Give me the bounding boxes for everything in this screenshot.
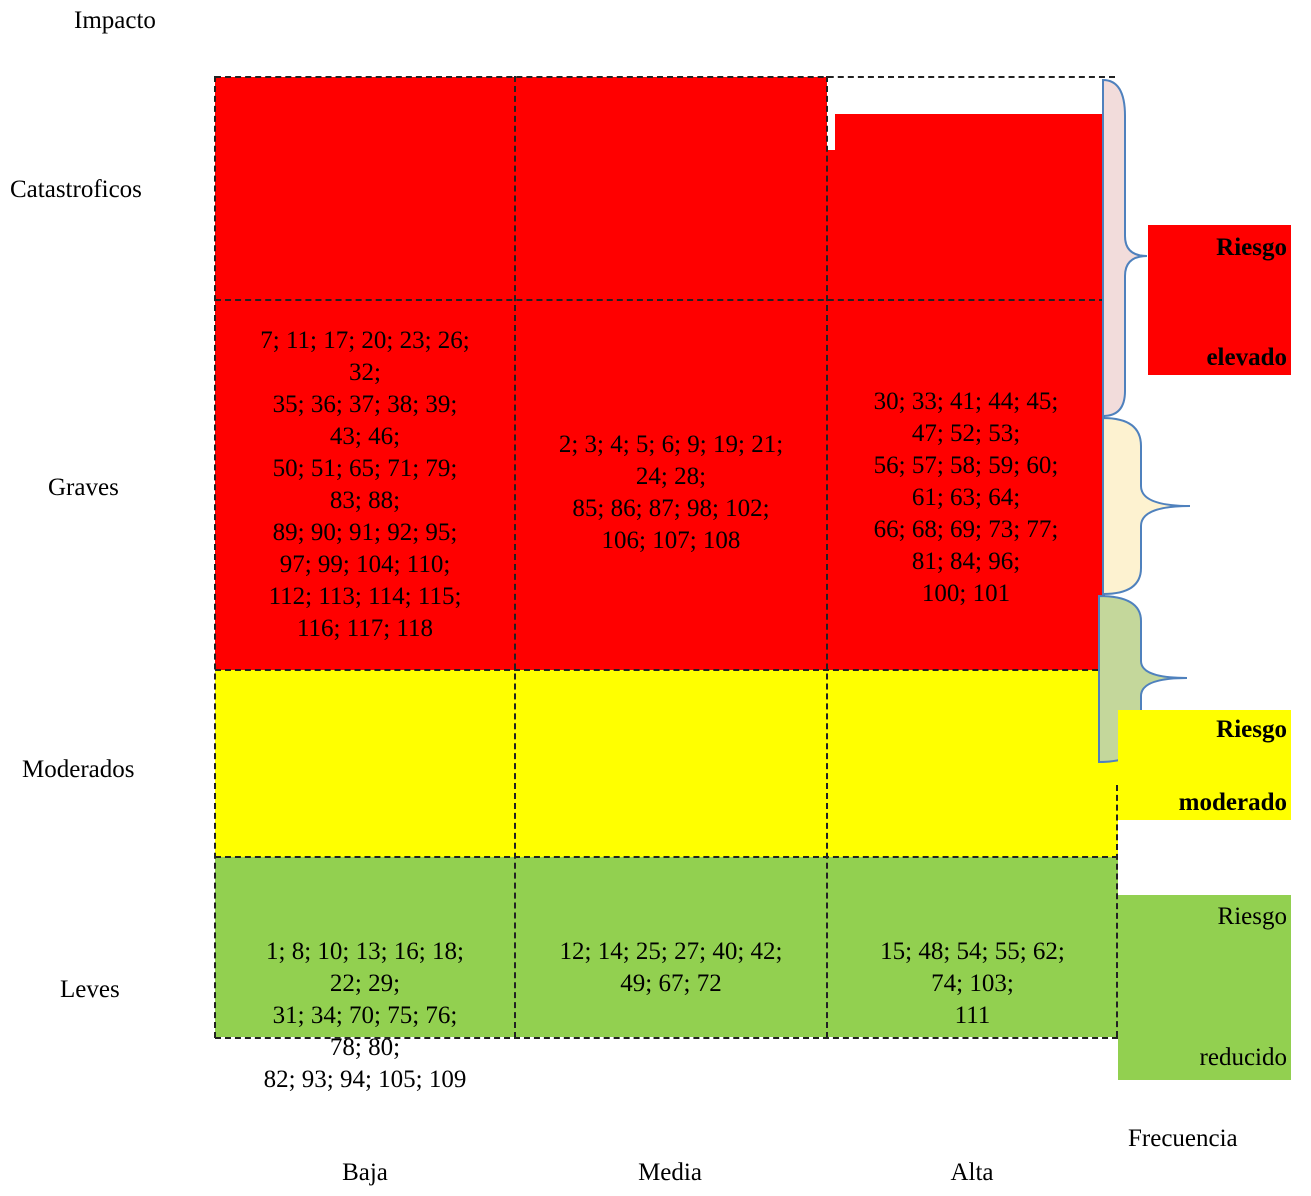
x-axis-title: Frecuencia [1128, 1124, 1238, 1154]
grid-line-1 [215, 299, 1105, 301]
grid-left-line [214, 76, 216, 1038]
grid-line-2 [215, 669, 1118, 671]
cell-leves-alta: 15; 48; 54; 55; 62; 74; 103; 111 [827, 859, 1118, 1039]
brace-shapes [1095, 76, 1205, 766]
cell-catastroficos-media [515, 77, 827, 300]
legend-reducido-line1: Riesgo [1218, 902, 1287, 932]
grid-line-3 [215, 856, 1118, 858]
legend-moderado-line2: moderado [1179, 788, 1287, 818]
cell-leves-media: 12; 14; 25; 27; 40; 42; 49; 67; 72 [515, 859, 827, 1039]
y-axis-title: Impacto [74, 6, 156, 36]
legend-reducido-line2: reducido [1200, 1043, 1287, 1073]
col-label-media: Media [570, 1158, 770, 1188]
cell-graves-baja: 7; 11; 17; 20; 23; 26; 32; 35; 36; 37; 3… [215, 302, 515, 668]
cell-catastroficos-baja [215, 77, 515, 300]
col-label-alta: Alta [872, 1158, 1072, 1188]
row-label-leves: Leves [60, 975, 120, 1005]
cell-leves-baja: 1; 8; 10; 13; 16; 18; 22; 29; 31; 34; 70… [215, 859, 515, 1119]
row-label-moderados: Moderados [22, 755, 134, 785]
cell-catastroficos-alta [827, 150, 835, 300]
col-label-baja: Baja [265, 1158, 465, 1188]
cell-moderados-bg [215, 670, 1118, 857]
legend-elevado-line1: Riesgo [1216, 233, 1287, 263]
legend-elevado-line2: elevado [1206, 343, 1287, 373]
legend-moderado-line1: Riesgo [1216, 715, 1287, 745]
cell-graves-alta: 30; 33; 41; 44; 45; 47; 52; 53; 56; 57; … [827, 302, 1105, 668]
row-label-catastroficos: Catastroficos [10, 175, 142, 205]
cell-catastroficos-alta-main [835, 114, 1105, 300]
grid-bottom-line [215, 1037, 1118, 1039]
grid-top-line [215, 76, 1115, 78]
row-label-graves: Graves [48, 473, 119, 503]
brace-moderado-icon [1103, 418, 1190, 594]
brace-elevado-icon [1103, 80, 1147, 416]
grid-col-line-2 [826, 76, 828, 1038]
cell-graves-media: 2; 3; 4; 5; 6; 9; 19; 21; 24; 28; 85; 86… [515, 302, 827, 668]
grid-col-line-1 [514, 76, 516, 1038]
